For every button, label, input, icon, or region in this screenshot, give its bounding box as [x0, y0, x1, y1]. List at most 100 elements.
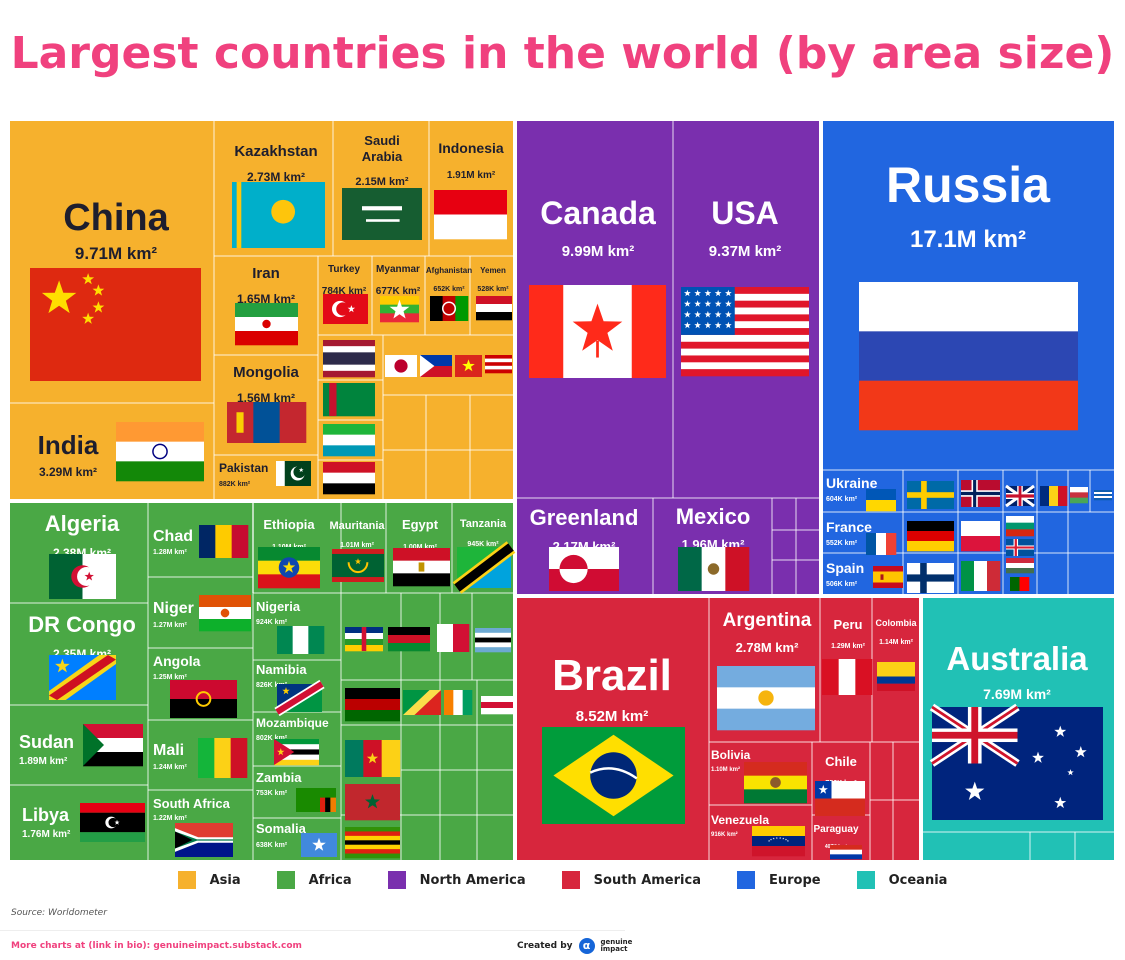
country-area-sudan: 1.89M km² [19, 756, 68, 767]
country-cell-saudi-arabia: Saudi Arabia 2.15M km² [342, 133, 422, 240]
country-cell-afghanistan: Afghanistan 652K km² [426, 266, 472, 321]
country-cell-yemen: Yemen 528K km² [476, 266, 512, 321]
country-name-namibia: Namibia [256, 662, 307, 677]
legend-swatch [561, 871, 580, 889]
burkina-flag-icon [481, 696, 513, 715]
mauritania-flag-icon [332, 549, 384, 582]
country-cell-india: India 3.29M km² [38, 422, 204, 482]
ethiopia-flag-icon [258, 547, 320, 589]
country-cell-myanmar: Myanmar 677K km² [376, 264, 421, 323]
country-cell-china: China 9.71M km² [30, 197, 201, 381]
country-name-south-africa: South Africa [153, 796, 231, 811]
country-name-venezuela: Venezuela [711, 813, 769, 827]
somalia-flag-icon [301, 833, 337, 857]
country-name-chile: Chile [825, 754, 857, 769]
country-cell-usa: USA 9.37M km² [681, 195, 809, 377]
india-flag-icon [116, 422, 204, 482]
legend-label: Asia [209, 872, 241, 888]
sudan-flag-icon [83, 724, 143, 767]
madagascar-flag-icon [437, 624, 470, 652]
argentina-flag-icon [717, 666, 815, 731]
mongolia-flag-icon [227, 402, 307, 443]
chad-flag-icon [199, 525, 249, 558]
country-cell-angola: Angola 1.25M km² [153, 653, 237, 718]
spain-flag-icon [873, 566, 903, 588]
country-cell-france: France 552K km² [826, 519, 897, 555]
country-area-iran: 1.65M km² [237, 292, 295, 306]
legend-swatch [276, 871, 295, 889]
country-area-mali: 1.24M km² [153, 764, 188, 771]
country-name-brazil: Brazil [552, 651, 672, 700]
country-cell-kazakhstan: Kazakhstan 2.73M km² [232, 143, 325, 248]
country-cell-chad: Chad 1.28M km² [153, 525, 249, 558]
country-area-zambia: 753K km² [256, 790, 288, 797]
cameroon-flag-icon [345, 740, 401, 777]
australia-flag-icon [929, 703, 1103, 820]
country-name-canada: Canada [540, 195, 656, 231]
country-cell-mongolia: Mongolia 1.56M km² [227, 364, 307, 443]
country-name-china: China [63, 197, 169, 239]
country-cell-chile: Chile756K km² [815, 754, 865, 816]
nigeria-flag-icon [277, 626, 325, 654]
country-cell-peru: Peru 1.29M km² [822, 617, 873, 695]
saudi-arabia-flag-icon [342, 188, 422, 240]
country-area-somalia: 638K km² [256, 842, 288, 849]
country-cell-spain: Spain 506K km² [826, 560, 903, 588]
venezuela-flag-icon [752, 826, 805, 857]
uk-flag-icon [1005, 484, 1035, 508]
germany-flag-icon [907, 521, 954, 552]
norway-flag-icon [961, 480, 1000, 507]
country-cell-south-africa: South Africa 1.22M km² [153, 796, 233, 857]
country-cell-mauritania: Mauritania 1.01M km² [329, 520, 385, 582]
thailand-flag-icon [323, 340, 375, 378]
legend-label: North America [419, 872, 526, 888]
botswana-flag-icon [475, 628, 511, 653]
zimbabwe-flag-icon [345, 827, 400, 859]
dr-congo-flag-icon [49, 655, 116, 700]
legend-item-north-america: North America [387, 871, 526, 889]
kazakhstan-flag-icon [232, 182, 325, 248]
genuine-impact-logo-icon: α [578, 938, 595, 954]
country-area-saudi-arabia: 2.15M km² [355, 176, 409, 188]
country-cell-pakistan: Pakistan 882K km² [219, 461, 311, 488]
country-area-niger: 1.27M km² [153, 622, 188, 629]
afghanistan-flag-icon [430, 296, 469, 321]
kenya-flag-icon [345, 688, 400, 722]
country-name-colombia: Colombia [875, 618, 917, 628]
country-area-colombia: 1.14M km² [879, 639, 914, 646]
country-area-tanzania: 945K km² [467, 541, 499, 548]
greenland-flag-icon [549, 547, 619, 591]
pakistan-flag-icon [276, 461, 311, 486]
country-area-libya: 1.76M km² [22, 829, 71, 840]
country-name-indonesia: Indonesia [438, 140, 504, 156]
indonesia-flag-icon [434, 190, 507, 240]
legend-item-africa: Africa [276, 871, 352, 889]
country-area-india: 3.29M km² [39, 465, 97, 479]
algeria-flag-icon [49, 554, 116, 599]
country-cell-ethiopia: Ethiopia1.10M km² [258, 517, 320, 589]
country-cell-australia: Australia 7.69M km² [929, 640, 1103, 820]
legend-swatch [387, 871, 406, 889]
italy-flag-icon [961, 561, 1001, 591]
legend-label: Europe [768, 872, 821, 888]
tanzania-flag-icon [452, 541, 516, 594]
country-cell-mali: Mali 1.24M km² [153, 738, 248, 778]
colombia-flag-icon [877, 662, 915, 691]
more-charts-link[interactable]: More charts at (link in bio): genuineimp… [11, 941, 302, 951]
turkmenistan-flag-icon [323, 383, 375, 417]
portugal-flag-icon [1010, 577, 1030, 591]
malaysia-flag-icon [485, 355, 512, 374]
morocco-flag-icon [345, 784, 400, 821]
country-name-pakistan: Pakistan [219, 461, 268, 475]
country-name-egypt: Egypt [402, 517, 439, 532]
congo-flag-icon [403, 690, 441, 715]
country-name-myanmar: Myanmar [376, 264, 420, 275]
country-name-usa: USA [711, 195, 779, 231]
car-flag-icon [345, 627, 383, 652]
niger-flag-icon [199, 595, 251, 632]
libya-flag-icon [80, 803, 145, 842]
country-area-usa: 9.37M km² [709, 243, 782, 260]
